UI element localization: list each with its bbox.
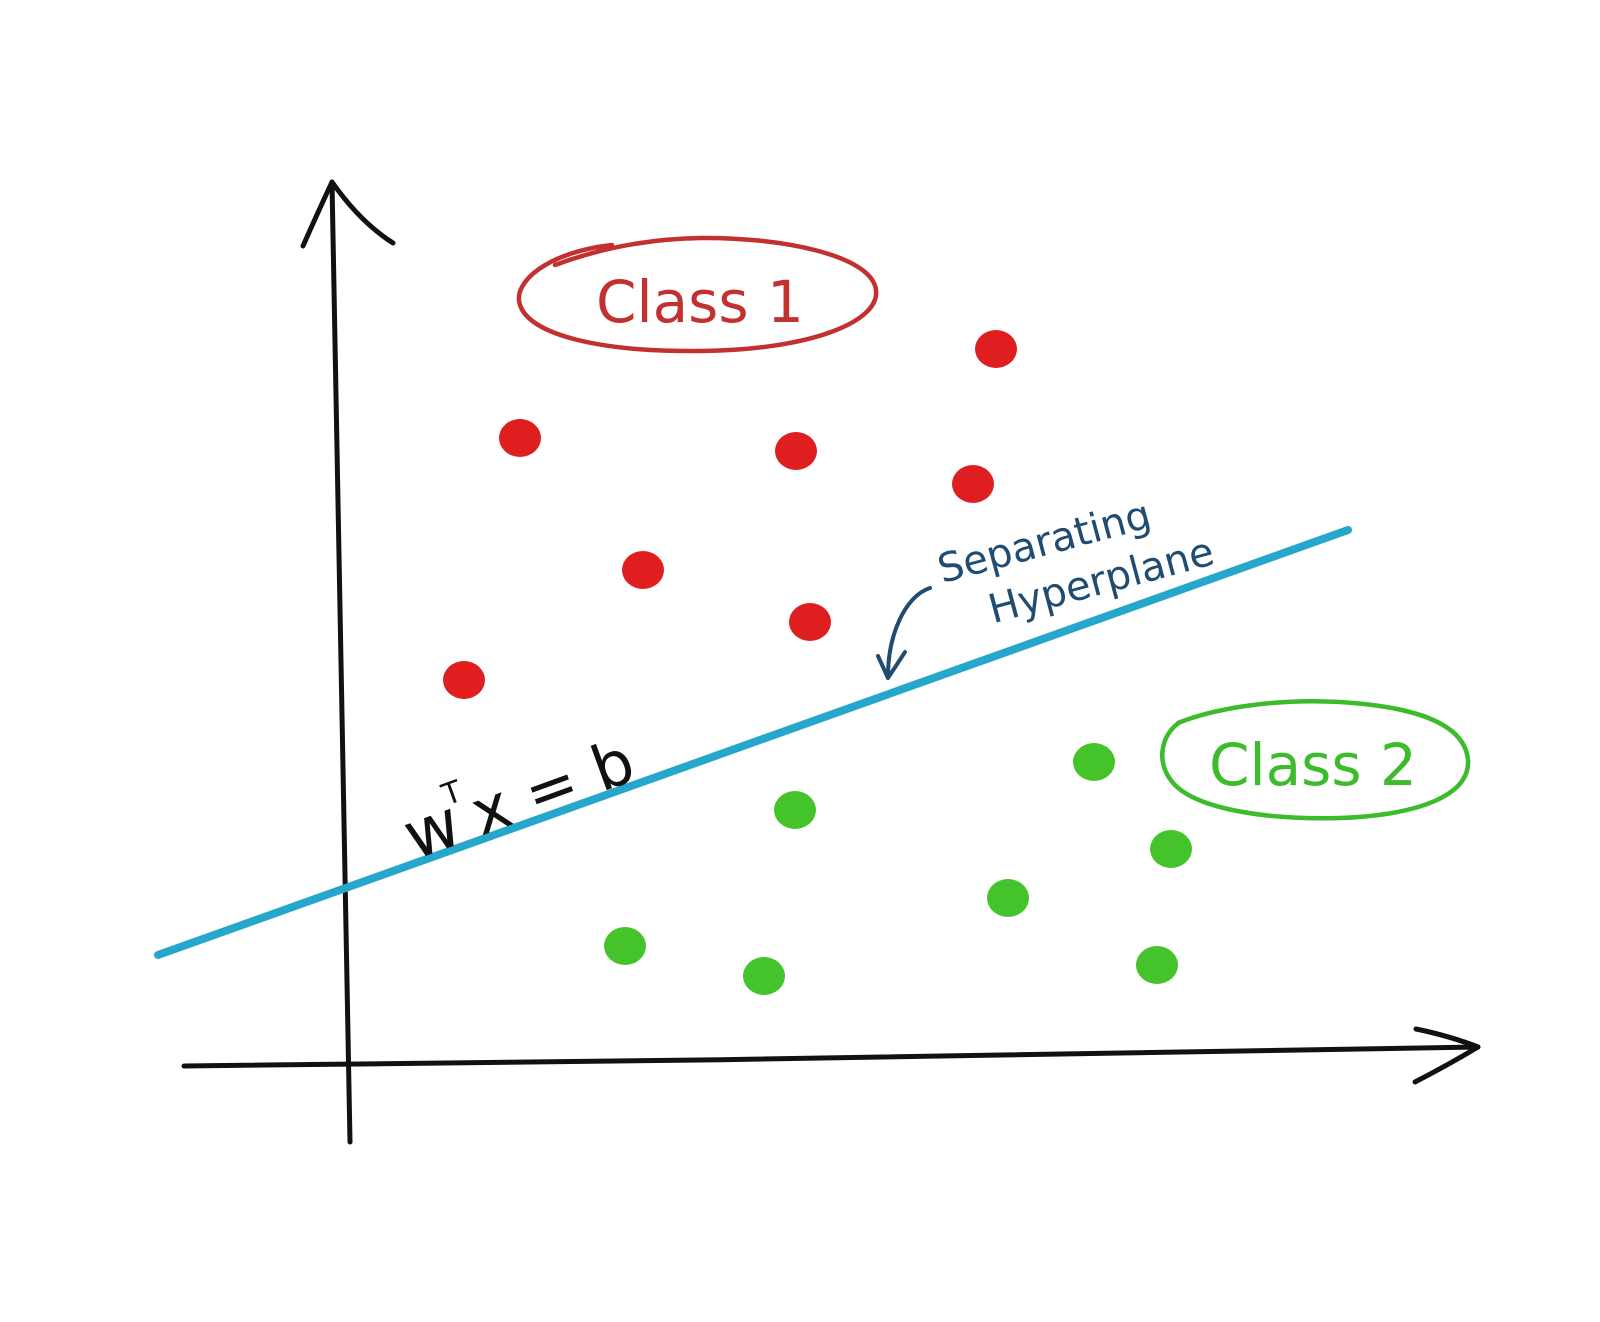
class1-point-1 (499, 419, 541, 457)
class1-label: Class 1 (596, 268, 804, 336)
class1-point-7 (952, 465, 994, 503)
hyperplane-equation: w T x = b (394, 724, 644, 875)
class2-point-1 (774, 791, 816, 829)
class1-point-5 (443, 661, 485, 699)
hyperplane-annotation: Separating Hyperplane (933, 492, 1219, 633)
class1-bubble (516, 235, 879, 354)
x-axis-arrowhead (1412, 1026, 1481, 1085)
class1-point-2 (775, 432, 817, 470)
class2-bubble (1160, 698, 1471, 821)
class2-point-7 (1136, 946, 1178, 984)
class2-point-5 (604, 927, 646, 965)
class2-points (604, 743, 1192, 995)
x-axis (181, 1044, 1481, 1069)
class1-point-6 (975, 330, 1017, 368)
class2-point-2 (1073, 743, 1115, 781)
class2-point-4 (987, 879, 1029, 917)
separating-hyperplane (154, 526, 1352, 959)
annotation-arrowhead (876, 650, 907, 680)
class2-label: Class 2 (1209, 731, 1417, 799)
class1-point-4 (789, 603, 831, 641)
class1-point-3 (622, 551, 664, 589)
y-axis-arrowhead (300, 179, 396, 249)
class1-label-group: Class 1 (516, 235, 879, 354)
equation-rest: x = b (461, 724, 643, 850)
class1-points (443, 330, 1017, 699)
annotation-arrow (886, 586, 932, 678)
class2-label-group: Class 2 (1160, 698, 1471, 821)
class2-point-3 (1150, 830, 1192, 868)
y-axis (329, 179, 353, 1145)
class2-point-6 (743, 957, 785, 995)
